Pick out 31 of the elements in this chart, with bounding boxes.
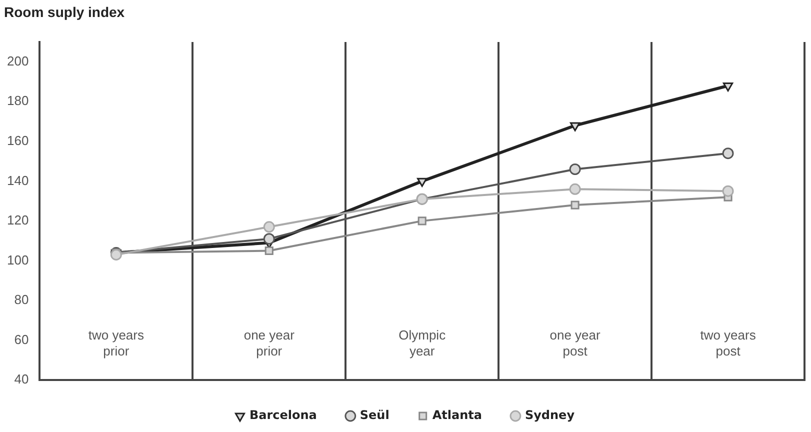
point <box>570 200 580 210</box>
y-tick-label: 100 <box>6 252 29 268</box>
point <box>569 183 581 195</box>
point <box>418 216 426 226</box>
point <box>263 233 275 245</box>
point <box>570 122 580 132</box>
point <box>569 163 581 175</box>
point <box>417 178 428 187</box>
y-tick-label: 40 <box>14 372 29 387</box>
point <box>722 185 734 197</box>
y-tick-label: 80 <box>14 292 29 308</box>
y-tick-label: 160 <box>6 132 29 148</box>
point <box>722 148 734 160</box>
y-tick-label: 120 <box>6 212 29 228</box>
legend-label: Sydney <box>524 408 575 422</box>
x-tick-label: two years post <box>700 328 756 359</box>
y-tick-label: 200 <box>6 53 29 68</box>
chart-title: Room suply index <box>4 4 125 20</box>
legend-label: Atlanta <box>432 408 482 422</box>
legend-label: Seül <box>360 408 390 422</box>
point <box>264 246 274 256</box>
point <box>722 82 734 92</box>
y-tick-label: 60 <box>14 332 29 347</box>
y-tick-label: 180 <box>6 93 29 108</box>
point <box>263 221 275 233</box>
x-tick-label: one year prior <box>244 328 296 359</box>
x-tick-label: one year post <box>550 328 602 359</box>
x-tick-label: two years prior <box>88 328 144 359</box>
x-tick-label: Olympic year <box>398 328 446 359</box>
y-tick-label: 140 <box>6 172 29 188</box>
legend-label: Barcelona <box>249 408 317 422</box>
